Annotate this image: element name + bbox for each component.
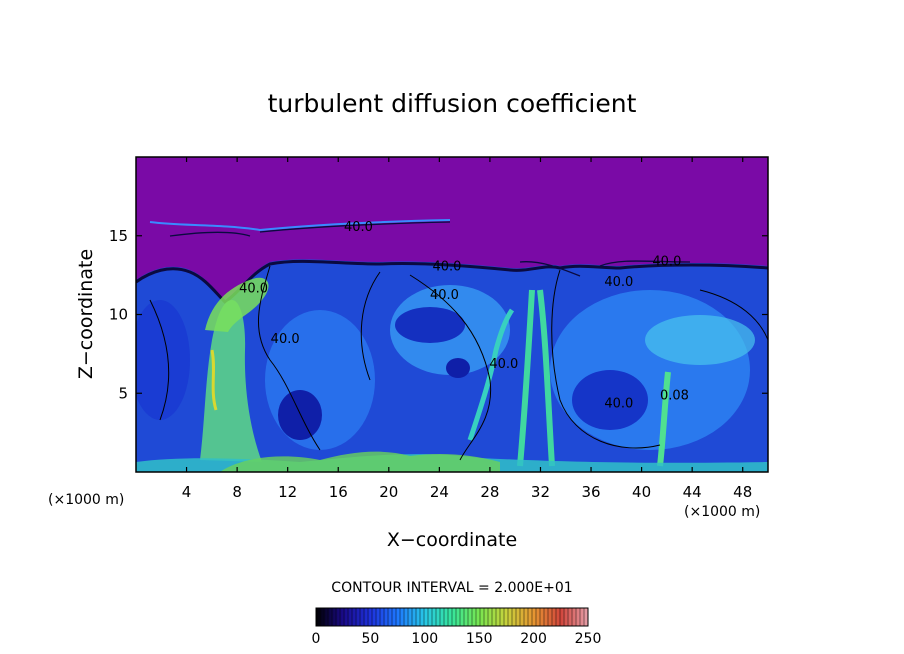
contour-label: 40.0 bbox=[604, 275, 633, 290]
y-tick-label: 5 bbox=[118, 384, 128, 402]
contour-label: 0.08 bbox=[660, 389, 689, 404]
x-unit-left: (×1000 m) bbox=[48, 492, 124, 508]
eddy bbox=[550, 290, 750, 450]
x-tick-label: 20 bbox=[379, 483, 398, 501]
x-tick-label: 28 bbox=[480, 483, 499, 501]
x-tick-label: 24 bbox=[430, 483, 449, 501]
colorbar-tick-label: 150 bbox=[466, 631, 493, 647]
chart-title: turbulent diffusion coefficient bbox=[268, 89, 637, 118]
x-tick-label: 12 bbox=[278, 483, 297, 501]
y-axis: 5 10 15 bbox=[109, 227, 768, 402]
plume bbox=[205, 277, 269, 332]
turbulent-field bbox=[136, 219, 768, 472]
colorbar-tick-label: 50 bbox=[361, 631, 379, 647]
plume bbox=[517, 289, 555, 467]
x-tick-label: 16 bbox=[329, 483, 348, 501]
y-tick-label: 10 bbox=[109, 306, 128, 324]
colorbar-tick-label: 250 bbox=[575, 631, 602, 647]
eddy bbox=[446, 358, 470, 378]
eddy bbox=[136, 300, 190, 420]
cloud-top-edge bbox=[136, 259, 768, 304]
plume bbox=[467, 308, 515, 441]
sheared-filament bbox=[169, 221, 691, 277]
eddy bbox=[645, 315, 755, 365]
x-unit-right: (×1000 m) bbox=[684, 504, 760, 520]
y-tick-label: 15 bbox=[109, 227, 128, 245]
y-axis-label: Z−coordinate bbox=[75, 249, 97, 379]
x-axis: 4 8 12 16 20 24 28 32 36 40 44 48 bbox=[182, 157, 752, 501]
contour-label: 40.0 bbox=[432, 259, 461, 274]
eddy bbox=[395, 307, 465, 343]
contour-label: 40.0 bbox=[239, 281, 268, 296]
contour-interval-text: CONTOUR INTERVAL = 2.000E+01 bbox=[331, 580, 572, 596]
x-tick-label: 44 bbox=[683, 483, 702, 501]
eddy bbox=[278, 390, 322, 440]
plume bbox=[200, 300, 262, 462]
contour-label: 40.0 bbox=[344, 220, 373, 235]
colorbar-ticks: 0 50 100 150 200 250 bbox=[312, 631, 602, 647]
colorbar-tick-label: 200 bbox=[520, 631, 547, 647]
contour-label: 40.0 bbox=[430, 288, 459, 303]
sheared-filament bbox=[149, 219, 451, 232]
surface-layer bbox=[220, 451, 500, 472]
colorbar: 0 50 100 150 200 250 bbox=[312, 607, 602, 647]
contour-label: 40.0 bbox=[489, 357, 518, 372]
x-tick-label: 36 bbox=[581, 483, 600, 501]
x-tick-label: 40 bbox=[632, 483, 651, 501]
contour-label: 40.0 bbox=[271, 332, 300, 347]
x-tick-label: 8 bbox=[232, 483, 242, 501]
eddy bbox=[572, 370, 648, 430]
contour-label: 40.0 bbox=[652, 255, 681, 270]
colorbar-tick-label: 100 bbox=[411, 631, 438, 647]
contour-label: 40.0 bbox=[604, 396, 633, 411]
colorbar-tick-label: 0 bbox=[312, 631, 321, 647]
x-tick-label: 48 bbox=[733, 483, 752, 501]
contour-labels: 40.0 40.0 40.0 40.0 40.0 40.0 40.0 40.0 40.0 0.08 bbox=[239, 220, 689, 411]
x-tick-label: 4 bbox=[182, 483, 192, 501]
plot-area bbox=[136, 157, 768, 472]
contour-line bbox=[149, 265, 768, 461]
plume bbox=[657, 371, 671, 467]
x-axis-label: X−coordinate bbox=[387, 529, 517, 551]
x-tick-label: 32 bbox=[531, 483, 550, 501]
plume bbox=[210, 349, 218, 411]
colorbar-stripes bbox=[315, 608, 589, 626]
